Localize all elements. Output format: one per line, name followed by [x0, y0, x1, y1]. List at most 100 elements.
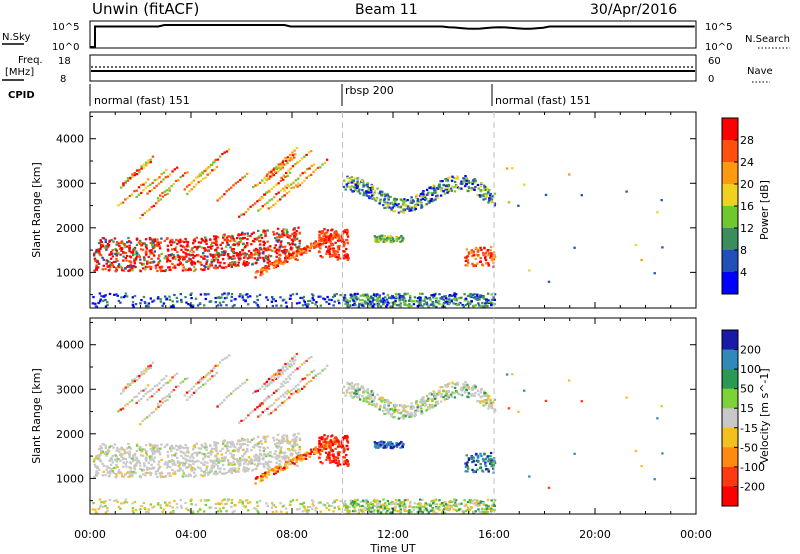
heatmap-cell	[140, 450, 143, 453]
heatmap-cell	[345, 389, 348, 392]
heatmap-cell	[234, 240, 237, 243]
heatmap-cell	[436, 196, 440, 199]
heatmap-cell	[160, 237, 163, 240]
heatmap-cell	[225, 150, 229, 153]
heatmap-cell	[290, 238, 294, 241]
heatmap-cell	[337, 440, 340, 443]
heatmap-cell	[326, 247, 330, 250]
heatmap-cell	[466, 302, 469, 306]
heatmap-cell	[342, 185, 346, 188]
heatmap-cell	[177, 461, 181, 464]
nave-tick-top: 60	[708, 56, 721, 67]
heatmap-cell	[256, 444, 259, 447]
heatmap-cell	[451, 185, 454, 188]
heatmap-cell	[274, 443, 277, 446]
heatmap-cell	[196, 260, 200, 263]
heatmap-cell	[128, 244, 131, 247]
heatmap-cell	[223, 399, 226, 402]
heatmap-cell	[270, 198, 274, 201]
heatmap-cell	[470, 251, 474, 254]
heatmap-cell	[507, 201, 511, 204]
heatmap-cell	[466, 178, 469, 181]
heatmap-cell	[487, 199, 491, 202]
heatmap-cell	[443, 302, 446, 305]
heatmap-cell	[266, 246, 270, 249]
heatmap-cell	[262, 456, 265, 459]
heatmap-cell	[490, 293, 493, 296]
heatmap-cell	[99, 445, 102, 448]
heatmap-cell	[439, 400, 443, 403]
heatmap-cell	[418, 304, 421, 307]
heatmap-cell	[330, 459, 334, 463]
heatmap-cell	[422, 401, 425, 404]
heatmap-cell	[417, 508, 421, 511]
heatmap-cell	[114, 476, 117, 479]
heatmap-cell	[362, 397, 366, 400]
heatmap-cell	[352, 299, 355, 302]
heatmap-cell	[358, 182, 361, 185]
heatmap-cell	[321, 163, 324, 166]
heatmap-cell	[362, 183, 365, 186]
heatmap-cell	[209, 245, 212, 249]
heatmap-cell	[263, 409, 267, 412]
heatmap-cell	[153, 179, 157, 182]
heatmap-cell	[432, 510, 435, 513]
heatmap-cell	[260, 271, 263, 274]
heatmap-cell	[154, 267, 158, 270]
heatmap-cell	[172, 305, 175, 308]
heatmap-cell	[196, 304, 200, 307]
heatmap-cell	[277, 465, 281, 468]
heatmap-cell	[288, 463, 291, 466]
heatmap-cell	[465, 258, 468, 261]
heatmap-cell	[246, 296, 250, 299]
heatmap-cell	[246, 469, 249, 472]
heatmap-cell	[418, 502, 421, 505]
heatmap-cell	[325, 301, 328, 304]
heatmap-cell	[192, 385, 196, 388]
heatmap-cell	[181, 446, 184, 449]
heatmap-cell	[291, 154, 295, 157]
heatmap-cell	[356, 391, 359, 394]
heatmap-cell	[266, 467, 269, 470]
heatmap-cell	[101, 462, 104, 465]
heatmap-cell	[335, 293, 338, 296]
heatmap-cell	[335, 236, 338, 239]
heatmap-cell	[130, 457, 133, 460]
heatmap-cell	[145, 210, 149, 213]
heatmap-cell	[145, 245, 148, 248]
heatmap-cell	[181, 269, 185, 272]
heatmap-cell	[242, 261, 246, 264]
heatmap-cell	[362, 391, 365, 394]
heatmap-cell	[397, 409, 400, 412]
heatmap-cell	[254, 276, 257, 279]
heatmap-cell	[279, 168, 282, 171]
heatmap-cell	[366, 182, 370, 185]
heatmap-cell	[344, 188, 347, 191]
heatmap-cell	[237, 261, 240, 264]
heatmap-cell	[402, 406, 405, 409]
heatmap-cell	[292, 252, 295, 255]
heatmap-cell	[281, 161, 284, 164]
heatmap-cell	[445, 297, 448, 300]
heatmap-cell	[346, 460, 349, 463]
heatmap-cell	[260, 236, 264, 239]
heatmap-cell	[168, 395, 171, 398]
heatmap-cell	[468, 181, 471, 184]
heatmap-cell	[193, 262, 197, 265]
heatmap-cell	[124, 292, 128, 295]
heatmap-cell	[226, 293, 229, 296]
heatmap-cell	[102, 299, 105, 302]
heatmap-cell	[155, 244, 158, 247]
heatmap-cell	[476, 499, 479, 502]
heatmap-cell	[100, 241, 103, 244]
heatmap-cell	[200, 443, 203, 446]
heatmap-cell	[425, 408, 429, 411]
heatmap-cell	[126, 241, 129, 244]
heatmap-cell	[184, 378, 187, 381]
heatmap-cell	[420, 299, 424, 302]
heatmap-cell	[128, 475, 131, 478]
heatmap-cell	[114, 466, 117, 469]
heatmap-cell	[265, 266, 269, 269]
heatmap-cell	[115, 243, 118, 246]
heatmap-cell	[362, 389, 365, 392]
